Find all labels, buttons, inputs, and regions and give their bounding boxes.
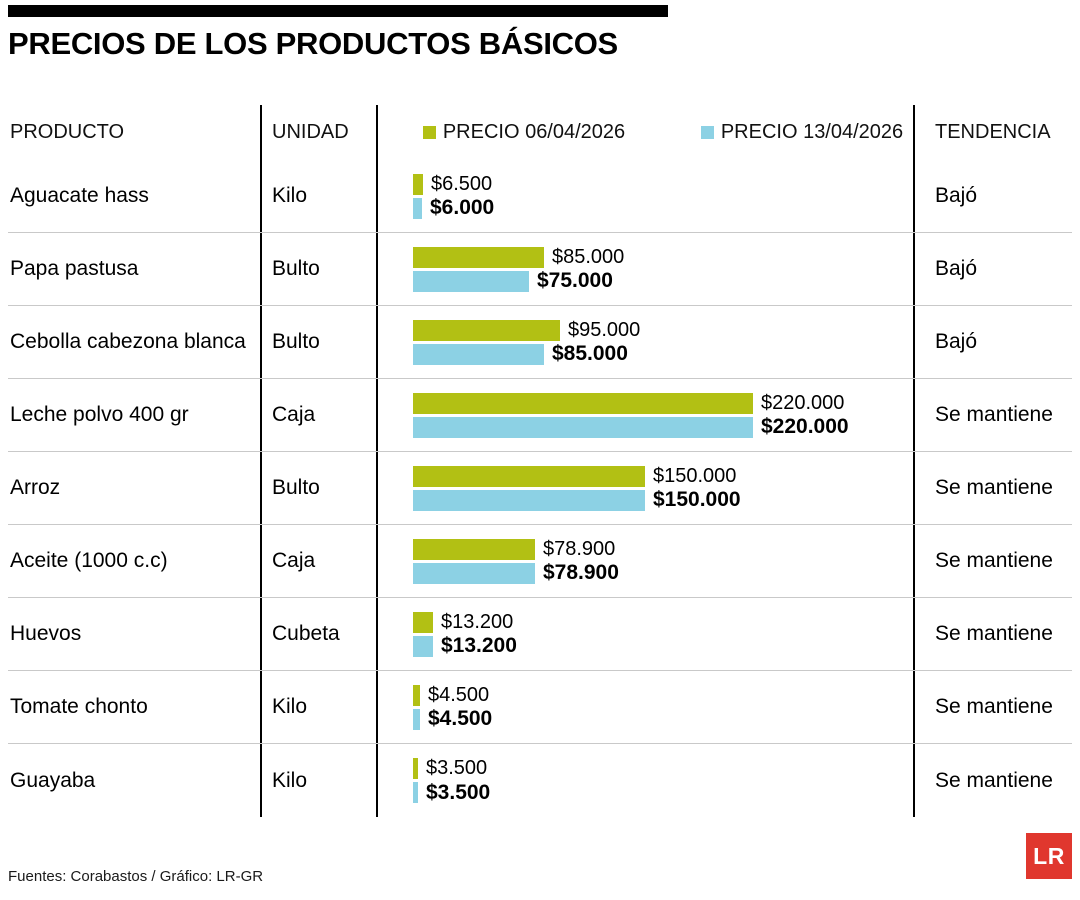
price2-bar: [413, 343, 544, 365]
table-row: Huevos Cubeta $13.200 $13.200 Se mantien…: [8, 598, 1072, 671]
trend-value: Se mantiene: [935, 622, 1053, 645]
product-name: Arroz: [8, 452, 262, 524]
price1-label: $13.200: [441, 610, 514, 633]
column-header-tendencia: TENDENCIA: [935, 121, 1051, 143]
table-row: Cebolla cabezona blanca Bulto $95.000 $8…: [8, 306, 1072, 379]
trend-value: Se mantiene: [935, 549, 1053, 572]
price1-bar: [413, 611, 433, 633]
legend-item-price1: PRECIO 06/04/2026: [422, 121, 701, 144]
price2-bar: [413, 197, 422, 219]
lr-logo: LR: [1026, 833, 1072, 879]
price2-bar: [413, 416, 753, 438]
price-bars: $6.500 $6.000: [378, 160, 915, 232]
price2-bar: [413, 635, 433, 657]
legend-swatch-blue-icon: [700, 126, 714, 139]
unit-value: Caja: [262, 525, 378, 597]
chart-legend: PRECIO 06/04/2026 PRECIO 13/04/2026: [378, 105, 915, 160]
table-row: Guayaba Kilo $3.500 $3.500 Se mantiene: [8, 744, 1072, 817]
product-name: Aceite (1000 c.c): [8, 525, 262, 597]
table-row: Arroz Bulto $150.000 $150.000 Se mantien…: [8, 452, 1072, 525]
unit-value: Kilo: [262, 160, 378, 232]
table-row: Aguacate hass Kilo $6.500 $6.000 Bajó: [8, 160, 1072, 233]
price1-label: $3.500: [426, 757, 488, 779]
product-name: Tomate chonto: [8, 671, 262, 743]
table-header: PRODUCTO UNIDAD PRECIO 06/04/2026 PRECIO…: [8, 105, 1072, 160]
table-row: Papa pastusa Bulto $85.000 $75.000 Bajó: [8, 233, 1072, 306]
price-table: PRODUCTO UNIDAD PRECIO 06/04/2026 PRECIO…: [8, 105, 1072, 817]
price1-label: $150.000: [653, 464, 737, 487]
price2-label: $13.200: [441, 634, 517, 657]
trend-value: Se mantiene: [935, 695, 1053, 718]
price-bars: $3.500 $3.500: [378, 744, 915, 817]
price-bars: $4.500 $4.500: [378, 671, 915, 743]
unit-value: Cubeta: [262, 598, 378, 670]
unit-value: Bulto: [262, 233, 378, 305]
page-title: PRECIOS DE LOS PRODUCTOS BÁSICOS: [8, 26, 618, 61]
top-accent-bar: [8, 5, 668, 17]
product-name: Aguacate hass: [8, 160, 262, 232]
legend-swatch-green-icon: [422, 126, 436, 139]
table-row: Aceite (1000 c.c) Caja $78.900 $78.900 S…: [8, 525, 1072, 598]
price1-label: $95.000: [568, 318, 641, 341]
price2-label: $78.900: [543, 561, 619, 584]
price2-label: $6.000: [430, 196, 495, 219]
product-name: Papa pastusa: [8, 233, 262, 305]
price1-bar: [413, 319, 560, 341]
price1-bar: [413, 246, 544, 268]
trend-value: Bajó: [935, 330, 978, 353]
price1-bar: [413, 392, 753, 414]
price1-bar: [413, 758, 418, 779]
trend-value: Bajó: [935, 257, 978, 280]
legend-label-price1: PRECIO 06/04/2026: [442, 121, 626, 143]
price2-label: $75.000: [537, 269, 613, 292]
price2-bar: [413, 708, 420, 730]
legend-item-price2: PRECIO 13/04/2026: [700, 121, 904, 144]
trend-value: Se mantiene: [935, 403, 1053, 426]
price2-label: $150.000: [653, 488, 741, 511]
price1-label: $78.900: [543, 537, 616, 560]
price1-bar: [413, 173, 423, 195]
price2-label: $85.000: [552, 342, 628, 365]
unit-value: Kilo: [262, 744, 378, 817]
column-header-unidad: UNIDAD: [262, 105, 378, 160]
table-row: Tomate chonto Kilo $4.500 $4.500 Se mant…: [8, 671, 1072, 744]
price-bars: $95.000 $85.000: [378, 306, 915, 378]
price-bars: $13.200 $13.200: [378, 598, 915, 670]
price2-label: $220.000: [761, 415, 849, 438]
price-bars: $220.000 $220.000: [378, 379, 915, 451]
trend-value: Se mantiene: [935, 768, 1053, 792]
price2-bar: [413, 270, 529, 292]
unit-value: Caja: [262, 379, 378, 451]
price2-bar: [413, 562, 535, 584]
price1-label: $6.500: [431, 172, 493, 195]
price1-label: $85.000: [552, 245, 625, 268]
product-name: Huevos: [8, 598, 262, 670]
source-credit: Fuentes: Corabastos / Gráfico: LR-GR: [8, 868, 264, 885]
unit-value: Bulto: [262, 306, 378, 378]
product-name: Leche polvo 400 gr: [8, 379, 262, 451]
unit-value: Kilo: [262, 671, 378, 743]
product-name: Guayaba: [8, 744, 262, 817]
unit-value: Bulto: [262, 452, 378, 524]
product-name: Cebolla cabezona blanca: [8, 306, 262, 378]
price2-label: $4.500: [428, 707, 493, 730]
trend-value: Se mantiene: [935, 476, 1053, 499]
price-bars: $85.000 $75.000: [378, 233, 915, 305]
table-row: Leche polvo 400 gr Caja $220.000 $220.00…: [8, 379, 1072, 452]
price1-label: $220.000: [761, 391, 845, 414]
price1-bar: [413, 465, 645, 487]
price1-label: $4.500: [428, 683, 490, 706]
price1-bar: [413, 538, 535, 560]
lr-logo-text: LR: [1033, 842, 1065, 869]
trend-value: Bajó: [935, 184, 978, 207]
legend-label-price2: PRECIO 13/04/2026: [720, 121, 904, 143]
price1-bar: [413, 684, 420, 706]
column-header-producto: PRODUCTO: [8, 105, 262, 160]
price2-bar: [413, 782, 418, 803]
price-bars: $150.000 $150.000: [378, 452, 915, 524]
price2-bar: [413, 489, 645, 511]
price-bars: $78.900 $78.900: [378, 525, 915, 597]
price2-label: $3.500: [426, 780, 491, 804]
